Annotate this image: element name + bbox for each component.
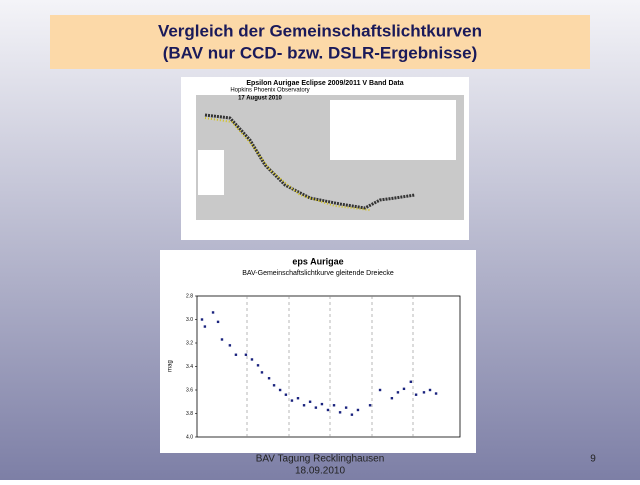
point — [203, 325, 207, 328]
point — [290, 399, 294, 402]
chart-title: eps Aurigae — [292, 256, 343, 266]
point — [211, 311, 215, 314]
point — [260, 371, 264, 374]
chart-subtitle: BAV-Gemeinschaftslichtkurve gleitende Dr… — [242, 270, 394, 277]
point — [296, 397, 300, 400]
figure-curve — [204, 113, 416, 210]
figure-curve — [204, 117, 371, 211]
point — [278, 388, 282, 392]
point — [350, 413, 354, 416]
point — [244, 353, 248, 356]
point — [308, 400, 312, 403]
point — [320, 402, 324, 406]
figure-date: 17 August 2010 — [238, 96, 282, 102]
y-tick-label: 3.0 — [186, 317, 193, 323]
point — [256, 364, 260, 367]
point — [428, 388, 432, 392]
top-figure: Epsilon Aurigae Eclipse 2009/2011 V Band… — [181, 77, 469, 240]
point — [434, 392, 438, 395]
footer-line: BAV Tagung Recklinghausen — [256, 454, 385, 465]
footer-line: 18.09.2010 — [295, 466, 345, 477]
chart: eps Aurigae BAV-Gemeinschaftslichtkurve … — [160, 250, 476, 453]
page-number: 9 — [590, 454, 596, 465]
point — [326, 408, 330, 412]
title-line: (BAV nur CCD- bzw. DSLR-Ergebnisse) — [163, 43, 478, 62]
point — [368, 404, 372, 407]
figure-title: Epsilon Aurigae Eclipse 2009/2011 V Band… — [246, 80, 403, 87]
y-tick-label: 3.8 — [186, 411, 193, 417]
title-line: Vergleich der Gemeinschaftslichtkurven — [158, 21, 482, 40]
point — [356, 408, 360, 412]
point — [314, 406, 318, 409]
point — [402, 387, 406, 391]
point — [332, 404, 336, 407]
point — [272, 384, 276, 387]
point — [302, 404, 306, 407]
point — [200, 318, 204, 321]
point — [267, 377, 271, 380]
point — [228, 344, 232, 347]
point — [284, 393, 288, 396]
y-tick-label: 4.0 — [186, 434, 193, 440]
y-tick-label: 2.8 — [186, 293, 193, 299]
figure-notes — [330, 100, 456, 160]
point — [250, 358, 254, 361]
point — [338, 411, 342, 414]
point — [216, 320, 220, 324]
point — [422, 391, 426, 394]
figure-legend — [198, 150, 224, 195]
point — [409, 380, 413, 383]
point — [220, 338, 224, 341]
point — [378, 388, 382, 392]
chart-frame — [160, 250, 476, 453]
y-tick-label: 3.6 — [186, 387, 193, 393]
title-box — [50, 15, 590, 69]
point — [396, 391, 400, 394]
y-axis-label: mag — [168, 360, 174, 372]
point — [344, 406, 348, 409]
point — [414, 393, 418, 396]
y-tick-label: 3.2 — [186, 340, 193, 346]
y-tick-label: 3.4 — [186, 364, 193, 370]
point — [234, 353, 238, 356]
figure-subtitle: Hopkins Phoenix Observatory — [230, 88, 309, 94]
point — [390, 397, 394, 400]
